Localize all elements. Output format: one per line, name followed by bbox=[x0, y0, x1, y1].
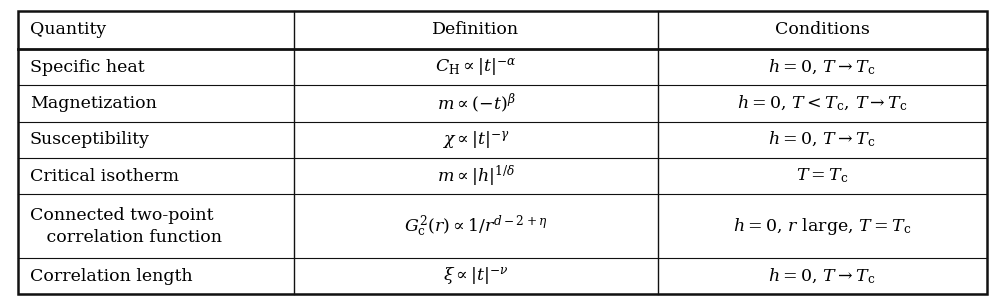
Text: Correlation length: Correlation length bbox=[30, 268, 192, 285]
Text: $m \propto (-t)^{\beta}$: $m \propto (-t)^{\beta}$ bbox=[436, 92, 516, 115]
Text: $h=0,\, T \rightarrow T_{\mathrm{c}}$: $h=0,\, T \rightarrow T_{\mathrm{c}}$ bbox=[769, 130, 876, 149]
Text: $h=0,\, r\text{ large},\, T = T_{\mathrm{c}}$: $h=0,\, r\text{ large},\, T = T_{\mathrm… bbox=[733, 216, 912, 237]
Text: $\xi \propto |t|^{-\nu}$: $\xi \propto |t|^{-\nu}$ bbox=[443, 265, 509, 287]
Text: $h=0,\, T \rightarrow T_{\mathrm{c}}$: $h=0,\, T \rightarrow T_{\mathrm{c}}$ bbox=[769, 57, 876, 77]
Text: Susceptibility: Susceptibility bbox=[30, 131, 150, 148]
Text: Definition: Definition bbox=[432, 21, 520, 38]
Text: Quantity: Quantity bbox=[30, 21, 106, 38]
Text: Conditions: Conditions bbox=[775, 21, 869, 38]
Text: $T = T_{\mathrm{c}}$: $T = T_{\mathrm{c}}$ bbox=[796, 167, 848, 185]
Text: $h=0,\, T < T_{\mathrm{c}},\, T \rightarrow T_{\mathrm{c}}$: $h=0,\, T < T_{\mathrm{c}},\, T \rightar… bbox=[737, 94, 908, 113]
Text: Connected two-point
   correlation function: Connected two-point correlation function bbox=[30, 206, 222, 246]
Text: Critical isotherm: Critical isotherm bbox=[30, 168, 179, 185]
Text: $m \propto |h|^{1/\delta}$: $m \propto |h|^{1/\delta}$ bbox=[436, 163, 516, 189]
Text: Magnetization: Magnetization bbox=[30, 95, 157, 112]
Text: $\chi \propto |t|^{-\gamma}$: $\chi \propto |t|^{-\gamma}$ bbox=[442, 129, 510, 151]
Text: $h=0,\, T \rightarrow T_{\mathrm{c}}$: $h=0,\, T \rightarrow T_{\mathrm{c}}$ bbox=[769, 267, 876, 286]
Text: Specific heat: Specific heat bbox=[30, 59, 145, 76]
Text: $C_{\mathrm{H}} \propto |t|^{-\alpha}$: $C_{\mathrm{H}} \propto |t|^{-\alpha}$ bbox=[435, 56, 517, 78]
Text: $G_{\mathrm{c}}^{2}(r) \propto 1/r^{d-2+\eta}$: $G_{\mathrm{c}}^{2}(r) \propto 1/r^{d-2+… bbox=[404, 213, 548, 239]
